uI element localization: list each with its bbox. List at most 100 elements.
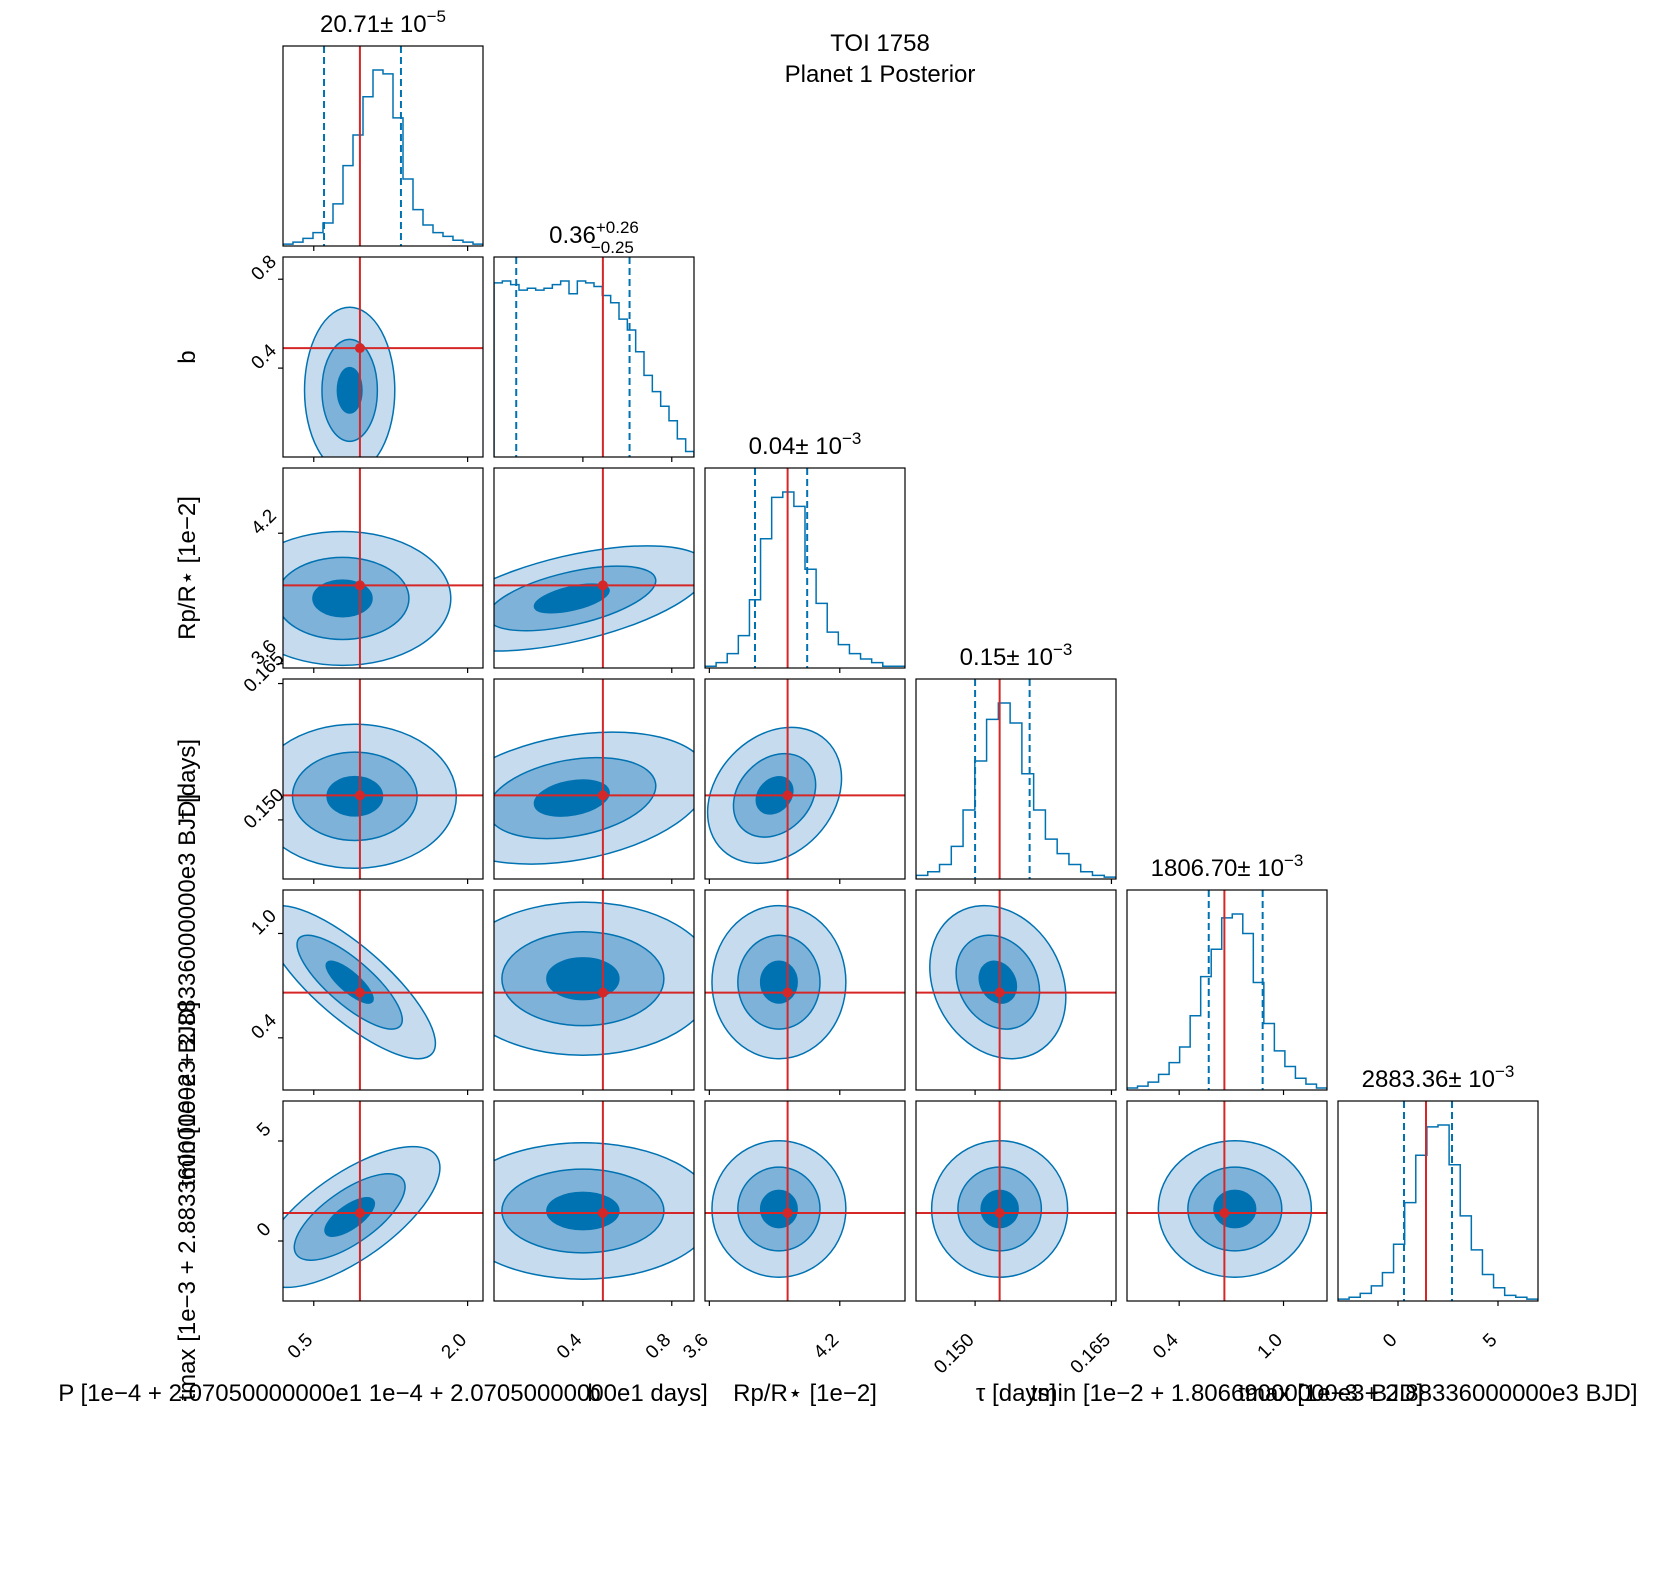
x-axis-label-tau: τ [days] — [976, 1380, 1056, 1407]
summary-exponent: −5 — [427, 7, 446, 26]
summary-exponent: −3 — [842, 429, 861, 448]
x-tick-label: 5 — [1479, 1330, 1501, 1352]
panel-frame — [493, 1100, 695, 1302]
panel-content — [283, 46, 483, 246]
truth-point — [994, 987, 1005, 998]
panel-content — [283, 257, 483, 457]
summary-exponent: −3 — [1495, 1062, 1514, 1081]
panel-5-1: 0.4 0.8 — [493, 1100, 695, 1363]
panel-content — [494, 468, 694, 668]
y-tick-label: 0.150 — [240, 785, 288, 833]
panel-5-3: 0.150 0.165 — [915, 1100, 1117, 1378]
histogram-b — [494, 280, 694, 457]
y-tick-label: 4.2 — [247, 505, 281, 539]
truth-point — [782, 1208, 793, 1218]
panel-3-3: 0.15± 10−3 — [915, 640, 1117, 884]
panel-content — [494, 1101, 694, 1301]
x-tick-label: 0.5 — [284, 1330, 318, 1364]
truth-point — [354, 1208, 365, 1218]
x-tick-label: 0 — [1379, 1330, 1401, 1352]
summary-title-tmin: 1806.70± 10−3 — [1151, 851, 1304, 882]
y-tick-label: 0.4 — [247, 1010, 281, 1044]
truth-point — [782, 987, 793, 998]
panel-content — [494, 257, 694, 457]
y-tick-label: 0.8 — [247, 251, 281, 285]
truth-point — [994, 1208, 1005, 1218]
contour-level-3 — [759, 1189, 798, 1229]
panel-5-5: 2883.36± 10−3 0 5 — [1337, 1062, 1539, 1352]
panel-content — [283, 679, 483, 879]
panel-content — [705, 679, 905, 879]
panel-frame — [704, 1100, 906, 1302]
x-tick-label: 1.0 — [1254, 1330, 1288, 1364]
panel-frame — [915, 678, 1117, 880]
panel-frame — [704, 467, 906, 669]
x-axis-label-tmin: tmin [1e−2 + 1.80669000000e3 BJD] — [1031, 1380, 1423, 1407]
figure-title-line-2: Planet 1 Posterior — [785, 61, 976, 88]
y-tick-label: 1.0 — [247, 906, 281, 940]
panel-frame — [704, 678, 906, 880]
y-tick-label: 5 — [253, 1119, 275, 1141]
panel-4-2 — [704, 889, 906, 1095]
panel-4-1 — [493, 889, 695, 1095]
panel-frame — [493, 889, 695, 1091]
summary-exponent: −3 — [1284, 851, 1303, 870]
panel-frame — [282, 467, 484, 669]
panel-frame — [493, 678, 695, 880]
panel-content — [1127, 890, 1327, 1090]
summary-error: ± 10 — [1237, 855, 1284, 882]
contour-level-3 — [533, 779, 610, 817]
contour-level-3 — [324, 1197, 376, 1237]
panel-grid: 20.71± 10−50.40.80.36+0.26 −0.253.64.20.0… — [240, 7, 1539, 1378]
panel-frame — [493, 467, 695, 669]
y-axis-label-Rp/Rs: Rp/R⋆ [1e−2] — [174, 496, 201, 640]
summary-value: 1806.70 — [1151, 855, 1238, 882]
summary-title-tau: 0.15± 10−3 — [960, 640, 1073, 671]
summary-title-Rp/Rs: 0.04± 10−3 — [749, 429, 862, 460]
panel-frame — [282, 889, 484, 1091]
panel-4-4: 1806.70± 10−3 — [1126, 851, 1328, 1095]
panel-2-1 — [493, 467, 695, 673]
contour-level-3 — [336, 366, 363, 414]
x-tick-label: 0.4 — [553, 1329, 587, 1363]
panel-content — [494, 679, 694, 879]
truth-point — [354, 343, 365, 354]
axis-labels: P [1e−4 + 2.07050000000e1 1e−4 + 2.07050… — [58, 350, 1637, 1407]
summary-exponent: −3 — [1053, 640, 1072, 659]
panel-frame — [1126, 889, 1328, 1091]
panel-1-1: 0.36+0.26 −0.25 — [493, 218, 695, 462]
summary-value: 0.15 — [960, 644, 1007, 671]
x-tick-label: 4.2 — [810, 1330, 844, 1364]
panel-content — [283, 890, 483, 1090]
summary-title-b: 0.36+0.26 −0.25 — [549, 218, 639, 257]
panel-content — [916, 679, 1116, 879]
panel-frame — [915, 1100, 1117, 1302]
x-axis-label-b: b — [587, 1380, 600, 1407]
y-axis-label-tmax: tmax [1e−3 + 2.88336000000e3 BJD] — [174, 1002, 201, 1401]
panel-2-0: 3.64.2 — [247, 467, 484, 673]
truth-point — [597, 790, 608, 801]
truth-point — [354, 987, 365, 998]
y-axis-label-tmin: tmin [1e−2 + 2.88336000000e3 BJD] — [174, 794, 201, 1186]
panel-4-3 — [915, 889, 1117, 1095]
panel-3-1 — [493, 678, 695, 884]
panel-content — [916, 1101, 1116, 1301]
x-tick-label: 2.0 — [438, 1330, 472, 1364]
panel-5-0: 0.5 2.0 0 5 — [253, 1100, 484, 1364]
y-tick-label: 0 — [253, 1219, 275, 1241]
summary-value: 0.36 — [549, 222, 596, 249]
panel-frame — [282, 1100, 484, 1302]
panel-frame — [704, 889, 906, 1091]
panel-content — [494, 890, 694, 1090]
panel-frame — [915, 889, 1117, 1091]
figure-title-line-1: TOI 1758 — [830, 30, 930, 57]
panel-4-0: 0.4 1.0 — [247, 889, 484, 1095]
panel-frame — [493, 256, 695, 458]
x-tick-label: 0.150 — [930, 1330, 978, 1378]
truth-point — [597, 987, 608, 998]
summary-upper: +0.26 — [596, 218, 639, 237]
panel-content — [283, 468, 483, 668]
histogram-Rp/Rs — [705, 491, 905, 668]
contour-level-3 — [546, 1191, 620, 1231]
